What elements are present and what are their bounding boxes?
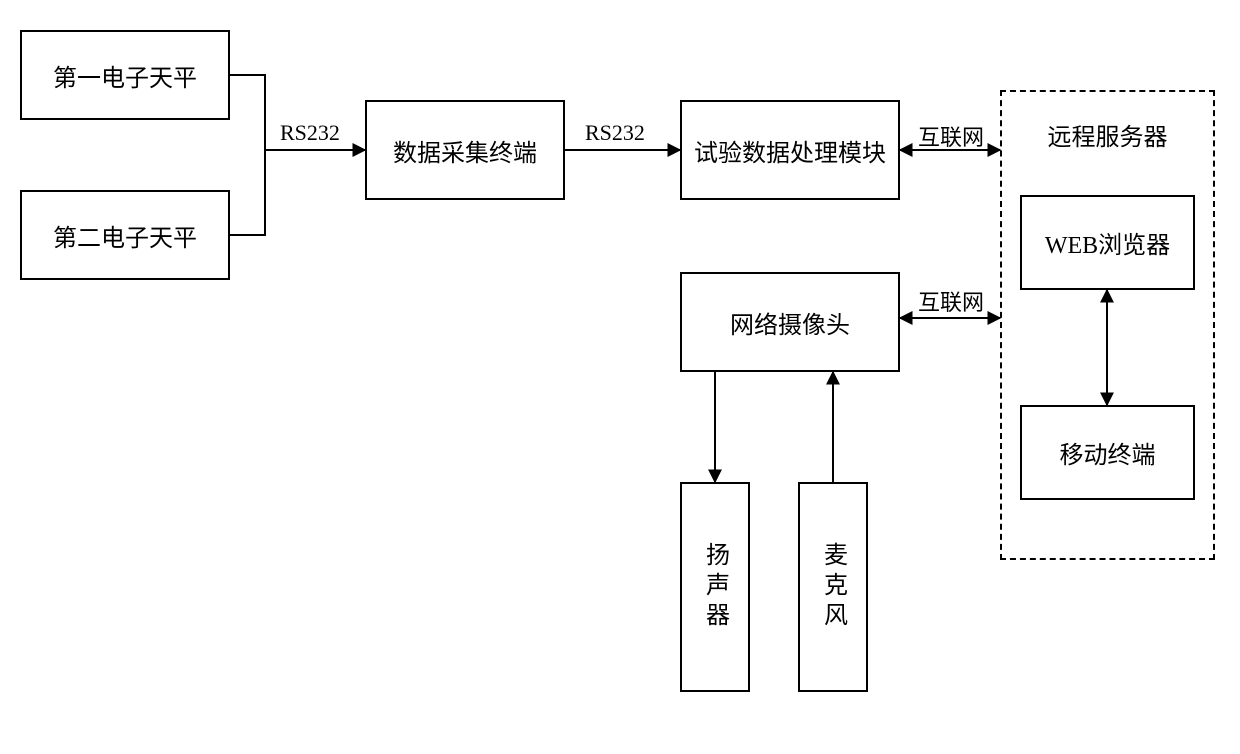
edge-label-internet-b: 互联网: [918, 285, 984, 317]
node-balance1: 第一电子天平: [20, 30, 230, 120]
node-label: 数据采集终端: [393, 133, 537, 168]
node-processor: 试验数据处理模块: [680, 100, 900, 200]
node-label: 扬声器: [698, 542, 733, 632]
node-speaker: 扬声器: [680, 482, 750, 692]
node-label: 第二电子天平: [53, 218, 197, 253]
node-label: WEB浏览器: [1045, 225, 1170, 260]
node-camera: 网络摄像头: [680, 272, 900, 372]
node-balance2: 第二电子天平: [20, 190, 230, 280]
node-label: 试验数据处理模块: [694, 133, 886, 168]
node-mic: 麦克风: [798, 482, 868, 692]
edge-label-rs232-b: RS232: [585, 120, 645, 146]
node-label: 麦克风: [816, 542, 851, 632]
node-mobile: 移动终端: [1020, 405, 1195, 500]
edge-label-rs232-a: RS232: [280, 120, 340, 146]
node-browser: WEB浏览器: [1020, 195, 1195, 290]
node-label: 第一电子天平: [53, 58, 197, 93]
node-label: 网络摄像头: [730, 305, 850, 340]
node-label: 移动终端: [1060, 435, 1156, 470]
node-terminal: 数据采集终端: [365, 100, 565, 200]
server-group-title: 远程服务器: [1002, 117, 1213, 152]
edge-label-internet-a: 互联网: [918, 120, 984, 152]
